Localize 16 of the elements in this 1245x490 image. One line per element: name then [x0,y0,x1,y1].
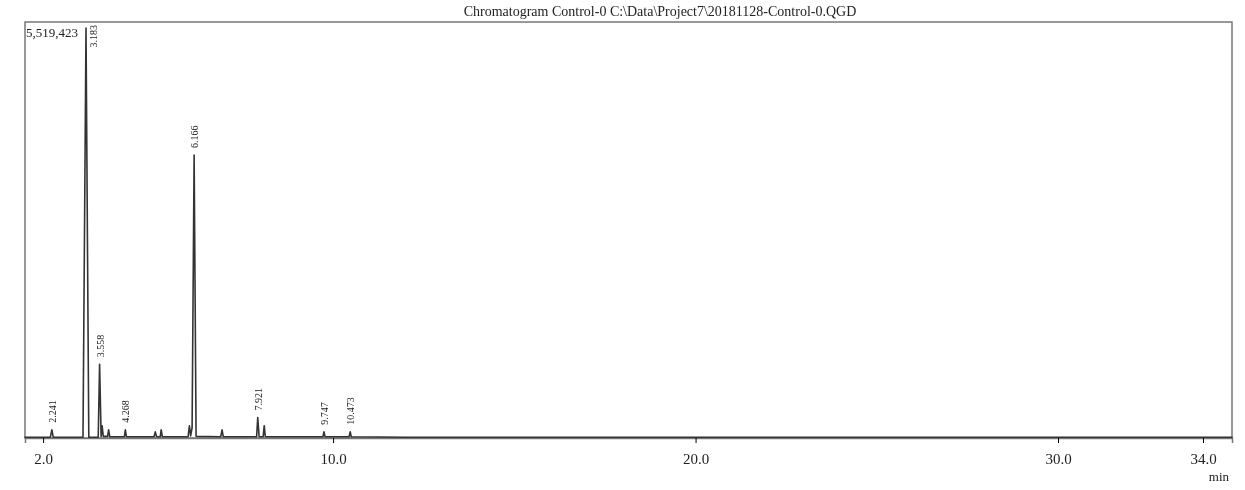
annotation: 10.473 [345,397,357,425]
annotation: 9.747 [318,402,330,425]
annotation: 6.166 [189,125,201,149]
x-tick-label: 20.0 [682,450,710,467]
annotation: 7.921 [252,388,264,411]
chart-title: Chromatogram Control-0 C:\Data\Project7\20181128-Control-0.QGD [463,4,857,19]
x-axis-title: min [1208,469,1230,484]
annotation: 2.241 [46,400,58,423]
x-tick-label: 10.0 [320,450,347,467]
x-tick-label: 30.0 [1045,450,1072,467]
x-tick-label: 34.0 [1190,450,1217,467]
x-tick-label: 2.0 [34,450,53,467]
annotation: 3.558 [94,334,106,358]
annotation: 5,519,423 [26,25,78,40]
annotation: 3.183 [88,25,99,48]
annotation: 4.268 [120,400,132,423]
